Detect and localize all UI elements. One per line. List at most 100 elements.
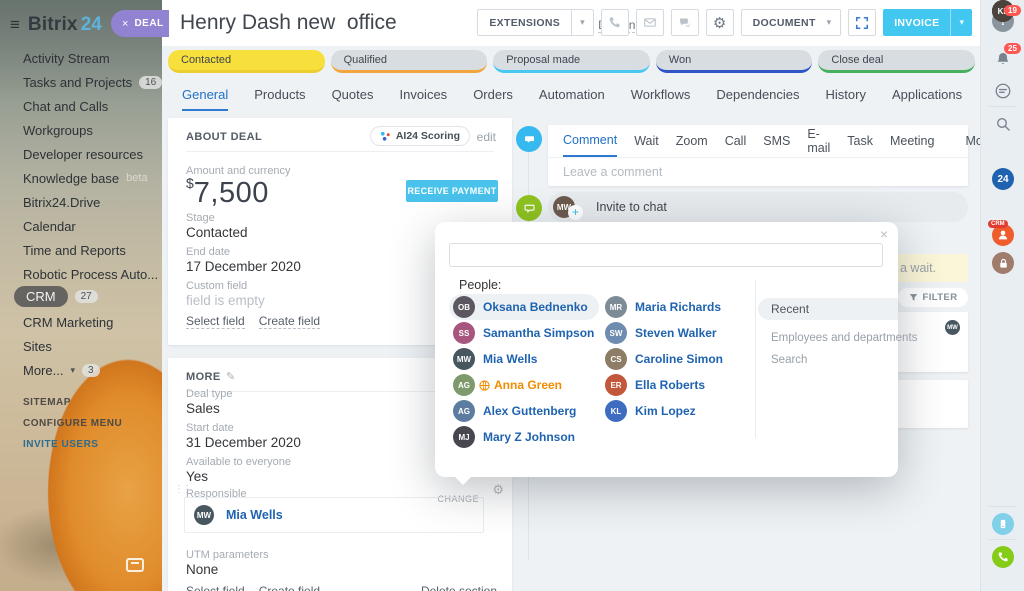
person-anna-green[interactable]: AG Anna Green <box>449 372 599 398</box>
avatar: MJ <box>453 426 475 448</box>
bitrix24-channel-icon[interactable]: 24 <box>992 168 1014 190</box>
sidebar-item-crm-marketing[interactable]: CRM Marketing <box>23 314 114 330</box>
select-field-link[interactable]: Select field <box>186 584 245 591</box>
sidebar-item-robotic-process-automation[interactable]: Robotic Process Auto...beta <box>23 265 187 283</box>
avatar: ER <box>605 374 627 396</box>
sidebar-item-sites[interactable]: Sites <box>23 338 52 354</box>
stage-close-deal[interactable]: Close deal <box>818 50 975 73</box>
email-button[interactable] <box>635 9 664 36</box>
messenger-button[interactable] <box>670 9 699 36</box>
stage-contacted[interactable]: Contacted <box>168 50 325 73</box>
private-chat-icon[interactable] <box>992 252 1014 274</box>
messenger-rail-button[interactable] <box>992 80 1014 102</box>
timeline-tab-task[interactable]: Task <box>847 134 873 148</box>
extensions-button[interactable]: EXTENSIONS ▾ <box>477 9 594 36</box>
connect-device-button[interactable] <box>992 513 1014 535</box>
person-caroline-simon[interactable]: CS Caroline Simon <box>601 346 751 372</box>
deal-tab[interactable]: × DEAL <box>111 10 169 37</box>
person-maria-richards[interactable]: MR Maria Richards <box>601 294 751 320</box>
field-settings-gear-icon[interactable]: ⚙ <box>492 482 504 497</box>
person-kim-lopez[interactable]: KL Kim Lopez <box>601 398 751 424</box>
timeline-tab-comment[interactable]: Comment <box>563 125 618 157</box>
stage-qualified[interactable]: Qualified <box>330 50 488 73</box>
timeline-tab-wait[interactable]: Wait <box>634 134 659 148</box>
change-responsible-link[interactable]: CHANGE <box>437 494 479 504</box>
divider <box>989 539 1017 540</box>
extensions-dropdown[interactable]: ▾ <box>571 10 593 35</box>
person-steven-walker[interactable]: SW Steven Walker <box>601 320 751 346</box>
user-search-input[interactable] <box>449 243 883 267</box>
tab-dependencies[interactable]: Dependencies <box>716 87 800 102</box>
invoice-dropdown[interactable]: ▾ <box>950 9 972 36</box>
section-title: ABOUT DEAL <box>186 131 263 143</box>
receive-payment-button[interactable]: RECEIVE PAYMENT <box>406 180 498 202</box>
create-field-link[interactable]: Create field <box>258 314 321 329</box>
person-oksana-bednenko[interactable]: OB Oksana Bednenko <box>449 294 599 320</box>
picker-option-recent[interactable]: Recent <box>758 298 898 320</box>
tab-general[interactable]: General <box>182 87 229 111</box>
call-button[interactable] <box>600 9 629 36</box>
telephony-button[interactable] <box>992 546 1014 568</box>
sidebar-item-activity-stream[interactable]: Activity Stream <box>23 50 110 66</box>
timeline-tab-email[interactable]: E-mail <box>807 127 831 155</box>
settings-button[interactable]: ⚙ <box>705 9 734 36</box>
edit-link[interactable]: edit <box>476 130 496 144</box>
invite-to-chat-button[interactable]: MW + Invite to chat <box>548 192 968 222</box>
timeline-tab-call[interactable]: Call <box>724 134 747 148</box>
tab-automation[interactable]: Automation <box>538 87 605 102</box>
notifications-button[interactable]: 25 <box>992 43 1021 70</box>
stage-won[interactable]: Won <box>655 50 813 73</box>
create-field-link[interactable]: Create field <box>259 584 320 591</box>
invoice-button[interactable]: INVOICE ▾ <box>883 9 972 36</box>
document-button[interactable]: DOCUMENT ▾ <box>740 9 842 36</box>
person-alex-guttenberg[interactable]: AG Alex Guttenberg <box>449 398 599 424</box>
person-mia-wells[interactable]: MW Mia Wells <box>449 346 599 372</box>
sidebar-sitemap-link[interactable]: SITEMAP <box>23 397 71 408</box>
sidebar-item-calendar[interactable]: Calendar <box>23 218 76 234</box>
sidebar-invite-users-link[interactable]: INVITE USERS <box>23 439 99 450</box>
person-samantha-simpson[interactable]: SS Samantha Simpson <box>449 320 599 346</box>
timeline-tab-zoom[interactable]: Zoom <box>675 134 708 148</box>
picker-option-search[interactable]: Search <box>771 354 808 366</box>
sidebar-item-developer-resources[interactable]: Developer resources <box>23 146 143 162</box>
deal-stage-funnel: Contacted Qualified Proposal made Won Cl… <box>168 50 975 73</box>
logo-row[interactable]: ≡ Bitrix 24 <box>10 14 102 36</box>
crm-chat-icon[interactable]: CRM <box>988 220 1014 246</box>
sidebar-item-chat-and-calls[interactable]: Chat and Calls <box>23 98 109 114</box>
hamburger-menu-icon[interactable]: ≡ <box>10 15 20 34</box>
search-button[interactable] <box>992 113 1014 135</box>
background-settings-icon[interactable] <box>126 558 144 572</box>
tab-orders[interactable]: Orders <box>473 87 513 102</box>
sidebar-item-workgroups[interactable]: Workgroups <box>23 122 93 138</box>
sidebar-item-more[interactable]: More... ▾ 3 <box>23 361 100 379</box>
sidebar-item-knowledge-base[interactable]: Knowledge base beta <box>23 170 148 186</box>
sidebar-item-bitrix24-drive[interactable]: Bitrix24.Drive <box>23 194 101 210</box>
tab-applications[interactable]: Applications <box>891 87 963 102</box>
tab-products[interactable]: Products <box>254 87 306 102</box>
timeline-tab-sms[interactable]: SMS <box>763 134 791 148</box>
responsible-user-link[interactable]: Mia Wells <box>226 508 283 522</box>
drag-handle-icon[interactable]: ⋮⋮ <box>174 484 192 495</box>
close-icon[interactable]: × <box>879 226 888 242</box>
sidebar-configure-menu-link[interactable]: CONFIGURE MENU <box>23 418 123 429</box>
timeline-tab-meeting[interactable]: Meeting <box>889 134 935 148</box>
tab-quotes[interactable]: Quotes <box>331 87 374 102</box>
expand-view-button[interactable] <box>848 9 877 36</box>
tab-workflows[interactable]: Workflows <box>630 87 691 102</box>
ai-scoring-button[interactable]: AI24 Scoring <box>369 126 470 146</box>
delete-section-link[interactable]: Delete section <box>421 584 497 591</box>
sidebar-item-tasks-and-projects[interactable]: Tasks and Projects 16 <box>23 73 163 91</box>
stage-proposal-made[interactable]: Proposal made <box>493 50 650 73</box>
comment-input[interactable]: Leave a comment <box>548 157 968 186</box>
tab-invoices[interactable]: Invoices <box>399 87 448 102</box>
sidebar-item-crm[interactable]: CRM 27 <box>14 285 98 307</box>
sidebar-item-time-and-reports[interactable]: Time and Reports <box>23 242 126 258</box>
edit-section-icon[interactable]: ✎ <box>226 371 236 383</box>
select-field-link[interactable]: Select field <box>186 314 245 329</box>
person-mary-z-johnson[interactable]: MJ Mary Z Johnson <box>449 424 599 450</box>
person-ella-roberts[interactable]: ER Ella Roberts <box>601 372 751 398</box>
tab-history[interactable]: History <box>825 87 866 102</box>
close-icon[interactable]: × <box>122 17 129 30</box>
timeline-filter-button[interactable]: FILTER <box>898 288 968 307</box>
picker-option-employees[interactable]: Employees and departments <box>771 332 918 344</box>
